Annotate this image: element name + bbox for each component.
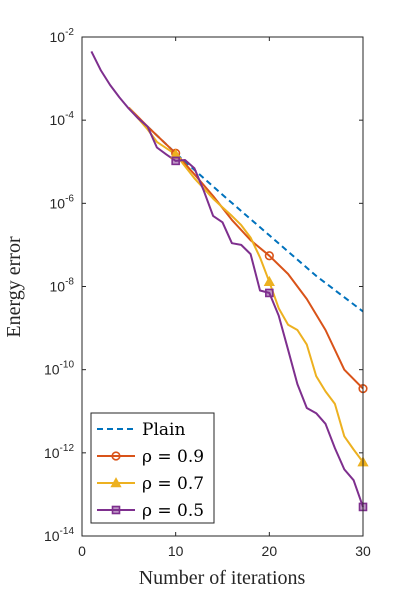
y-tick-labels: 10-2 10-4 10-6 10-8 10-10 10-12 10-14 [44, 27, 74, 544]
x-tick-label: 0 [78, 543, 86, 559]
legend: Plain ρ = 0.9 ρ = 0.7 ρ = 0.5 [90, 412, 215, 524]
legend-marker-0-7 [110, 477, 122, 488]
y-tick-label: 10-8 [50, 277, 75, 295]
data-point-0-5 [265, 288, 274, 298]
y-tick-label: 10-6 [50, 193, 75, 211]
legend-label-0-7: ρ = 0.7 [142, 474, 204, 494]
y-tick-label: 10-14 [44, 526, 74, 544]
x-tick-label: 10 [168, 543, 184, 559]
y-tick-label: 10-2 [50, 27, 75, 45]
legend-marker-0-5 [111, 505, 121, 515]
series-line-0-5 [90, 50, 364, 508]
legend-label-0-5: ρ = 0.5 [142, 501, 204, 521]
y-tick-label: 10-12 [44, 443, 74, 461]
data-point-0-7 [263, 275, 275, 287]
legend-label-0-9: ρ = 0.9 [142, 447, 204, 467]
x-axis-title: Number of iterations [139, 567, 306, 589]
x-tick-label: 30 [355, 543, 371, 559]
axis-ticks [81, 36, 364, 537]
data-point-0-5 [171, 156, 180, 166]
y-tick-label: 10-4 [50, 110, 75, 128]
legend-box [90, 412, 215, 524]
series-line-0-9 [128, 106, 364, 390]
y-axis-title: Energy error [3, 236, 25, 338]
series-line-0-7 [128, 106, 364, 463]
legend-marker-0-9 [111, 451, 121, 461]
x-tick-labels: 0 10 20 30 [78, 543, 371, 559]
legend-label-plain: Plain [142, 420, 185, 440]
data-point-0-9 [264, 251, 274, 261]
x-tick-label: 20 [262, 543, 278, 559]
y-tick-label: 10-10 [44, 360, 74, 378]
